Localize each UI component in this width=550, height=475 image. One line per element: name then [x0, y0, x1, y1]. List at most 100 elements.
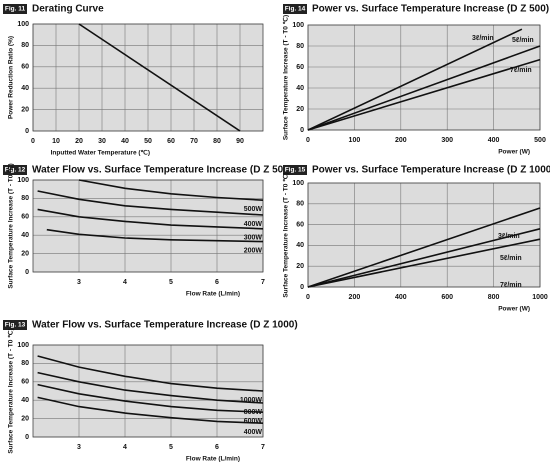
y-tick-label: 40 — [296, 242, 304, 249]
series-label: 5ℓ/min — [500, 255, 522, 262]
y-tick-label: 0 — [25, 434, 29, 441]
x-tick-label: 10 — [52, 138, 60, 145]
x-tick-label: 5 — [169, 279, 173, 286]
series-label: 1000W — [240, 397, 263, 404]
y-tick-label: 100 — [292, 180, 304, 187]
series-label: 7ℓ/min — [500, 282, 522, 289]
y-axis-label: Surface Temperature Increase (T - T0 ℃) — [7, 163, 15, 288]
data-line — [46, 228, 264, 243]
y-tick-label: 20 — [296, 106, 304, 113]
data-line — [307, 207, 541, 288]
y-tick-label: 60 — [21, 214, 29, 221]
y-axis-label: Power Reduction Ratio (%) — [8, 36, 15, 119]
x-tick-label: 40 — [121, 138, 129, 145]
x-axis-label: Flow Rate (L/min) — [186, 291, 240, 298]
fig-tag: Fig. 11 — [5, 6, 26, 13]
x-tick-label: 6 — [215, 279, 219, 286]
y-tick-label: 60 — [21, 379, 29, 386]
y-tick-label: 100 — [292, 22, 304, 29]
chart: Fig. 13 Water Flow vs. Surface Temperatur… — [3, 320, 298, 463]
x-tick-label: 200 — [395, 137, 407, 144]
fig-tag-box — [283, 4, 307, 14]
fig-tag-box — [283, 165, 307, 175]
x-tick-label: 1000 — [532, 294, 548, 301]
y-tick-label: 80 — [296, 201, 304, 208]
y-axis-label: Surface Temperature Increase (T - T0 ℃) — [7, 328, 15, 453]
chart: Fig. 11 Derating Curve 0 10 20 30 40 50 60 70 80 90… — [3, 4, 264, 157]
data-line — [37, 383, 264, 413]
x-tick-label: 4 — [123, 444, 127, 451]
y-tick-label: 40 — [296, 85, 304, 92]
x-tick-label: 400 — [395, 294, 407, 301]
x-tick-label: 400 — [488, 137, 500, 144]
x-tick-label: 90 — [236, 138, 244, 145]
data-line — [37, 371, 264, 404]
chart-title: Derating Curve — [32, 4, 104, 15]
series-label: 3ℓ/min — [472, 35, 494, 42]
x-tick-label: 5 — [169, 444, 173, 451]
x-tick-label: 50 — [144, 138, 152, 145]
y-tick-label: 100 — [17, 21, 29, 28]
chart: Fig. 14 Power vs. Surface Temperature Inc… — [282, 4, 549, 156]
series-label: 7ℓ/min — [510, 67, 532, 74]
x-tick-label: 7 — [261, 279, 265, 286]
data-line — [37, 190, 264, 216]
data-line — [78, 179, 264, 201]
x-axis-label: Flow Rate (L/min) — [186, 456, 240, 463]
y-tick-label: 60 — [296, 64, 304, 71]
y-tick-label: 60 — [296, 221, 304, 228]
y-tick-label: 40 — [21, 85, 29, 92]
y-tick-label: 0 — [300, 284, 304, 291]
plot-area — [308, 183, 540, 287]
x-tick-label: 100 — [349, 137, 361, 144]
plot-frame — [32, 23, 264, 132]
data-line — [307, 28, 523, 131]
x-tick-label: 500 — [534, 137, 546, 144]
x-axis-label: Power (W) — [498, 306, 530, 313]
chart-title: Water Flow vs. Surface Temperature Incre… — [32, 320, 298, 331]
x-tick-label: 3 — [77, 279, 81, 286]
y-tick-label: 80 — [296, 43, 304, 50]
chart: Fig. 15 Power vs. Surface Temperature Inc… — [282, 165, 550, 313]
chart-title: Power vs. Surface Temperature Increase (… — [312, 165, 550, 176]
plot-frame — [307, 182, 541, 288]
data-line — [307, 228, 541, 288]
data-line — [78, 23, 241, 132]
series-label: 500W — [244, 206, 263, 213]
x-tick-label: 80 — [213, 138, 221, 145]
x-tick-label: 200 — [349, 294, 361, 301]
y-tick-label: 100 — [17, 177, 29, 184]
y-tick-label: 80 — [21, 195, 29, 202]
fig-tag-box — [3, 4, 27, 14]
x-tick-label: 800 — [488, 294, 500, 301]
y-tick-label: 40 — [21, 397, 29, 404]
x-tick-label: 0 — [31, 138, 35, 145]
y-tick-label: 20 — [21, 106, 29, 113]
y-tick-label: 0 — [25, 128, 29, 135]
y-tick-label: 60 — [21, 64, 29, 71]
y-tick-label: 20 — [21, 415, 29, 422]
fig-tag-box — [3, 320, 27, 330]
x-tick-label: 30 — [98, 138, 106, 145]
x-tick-label: 3 — [77, 444, 81, 451]
fig-tag: Fig. 15 — [285, 167, 306, 174]
plot-area — [33, 180, 263, 272]
x-axis-label: Inputted Water Temperature (℃) — [51, 149, 150, 157]
plot-frame — [32, 179, 264, 273]
fig-tag: Fig. 13 — [5, 322, 26, 329]
series-label: 200W — [244, 247, 263, 254]
x-tick-label: 7 — [261, 444, 265, 451]
data-line — [37, 208, 264, 230]
data-line — [37, 355, 264, 392]
y-axis-label: Surface Temperature Increase (T - T0 ℃) — [282, 172, 290, 297]
x-axis-label: Power (W) — [498, 149, 530, 156]
x-tick-label: 70 — [190, 138, 198, 145]
data-line — [307, 238, 541, 288]
x-tick-label: 60 — [167, 138, 175, 145]
y-tick-label: 100 — [17, 342, 29, 349]
data-line — [307, 58, 541, 131]
series-label: 400W — [244, 221, 263, 228]
x-tick-label: 20 — [75, 138, 83, 145]
x-tick-label: 6 — [215, 444, 219, 451]
